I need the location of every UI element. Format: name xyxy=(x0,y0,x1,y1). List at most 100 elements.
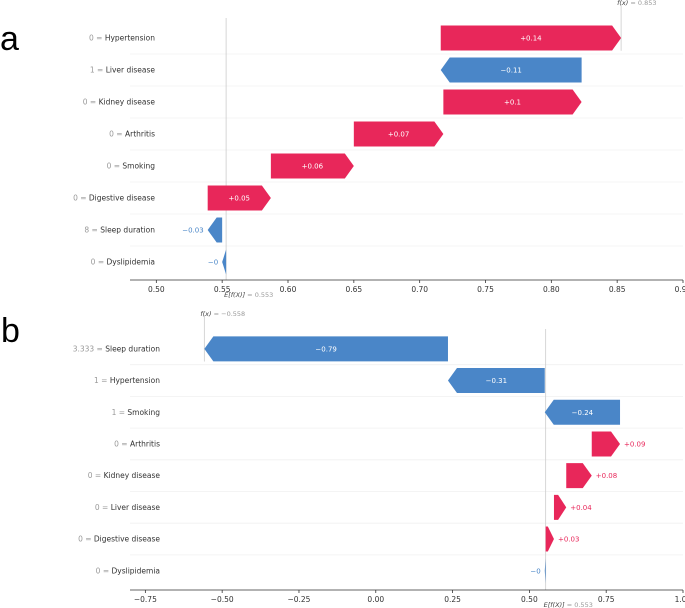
feature-label: 8 = Sleep duration xyxy=(84,226,155,235)
contribution-label: +0.04 xyxy=(570,504,592,512)
fx-label: f(x) xyxy=(617,0,628,7)
feature-name: Arthritis xyxy=(125,130,155,139)
feature-label: 0 = Hypertension xyxy=(89,34,155,43)
contribution-bar xyxy=(440,25,622,51)
feature-name: Digestive disease xyxy=(94,535,160,544)
feature-name: Hypertension xyxy=(105,34,155,43)
x-tick-label: 0.50 xyxy=(521,595,538,604)
feature-value: 0 = xyxy=(83,98,99,107)
contribution-label: +0.14 xyxy=(520,35,542,43)
x-tick-label: −0.75 xyxy=(134,595,157,604)
contribution-bar xyxy=(207,185,271,211)
efx-value: = 0.553 xyxy=(245,291,273,299)
waterfall-panel-a: +0.14 0 = Hypertension −0.11 1 = Liver dise… xyxy=(73,0,685,299)
contribution-label: −0 xyxy=(530,567,540,575)
panel-label-a: a xyxy=(0,20,19,58)
efx-label: E[f(X)] xyxy=(544,601,565,608)
feature-name: Smoking xyxy=(127,408,160,417)
x-tick-label: 0.60 xyxy=(280,285,297,294)
contribution-label: −0.11 xyxy=(500,67,521,75)
base-value-annotation: E[f(X)] = 0.553 xyxy=(224,291,273,299)
contribution-label: −0.03 xyxy=(182,227,203,235)
feature-label: 0 = Smoking xyxy=(107,162,156,171)
x-tick-label: −0.50 xyxy=(211,595,234,604)
contribution-label: −0 xyxy=(208,259,218,267)
feature-name: Dyslipidemia xyxy=(112,566,161,575)
feature-value: 0 = xyxy=(114,439,130,448)
feature-value: 0 = xyxy=(73,194,89,203)
feature-value: 8 = xyxy=(84,226,100,235)
efx-label: E[f(X)] xyxy=(224,291,245,299)
contribution-bar xyxy=(204,336,448,362)
x-tick-label: 1.00 xyxy=(675,595,685,604)
contribution-label: +0.07 xyxy=(388,131,409,139)
feature-value: 1 = xyxy=(90,66,106,75)
contribution-label: −0.79 xyxy=(315,345,336,353)
feature-value: 0 = xyxy=(95,503,111,512)
x-tick-label: −0.25 xyxy=(287,595,310,604)
feature-label: 0 = Dyslipidemia xyxy=(96,566,160,575)
x-tick-label: 0.80 xyxy=(543,285,560,294)
feature-name: Arthritis xyxy=(130,439,160,448)
feature-value: 0 = xyxy=(89,34,105,43)
feature-label: 0 = Dyslipidemia xyxy=(91,258,155,267)
feature-value: 1 = xyxy=(112,408,128,417)
fx-label: f(x) xyxy=(200,310,211,318)
fx-value: = −0.558 xyxy=(212,310,246,318)
feature-label: 3.333 = Sleep duration xyxy=(73,344,161,353)
contribution-bar xyxy=(222,249,227,275)
efx-value: = 0.553 xyxy=(565,601,593,608)
contribution-label: −0.24 xyxy=(572,409,594,417)
feature-label: 0 = Digestive disease xyxy=(73,194,155,203)
feature-value: 0 = xyxy=(88,471,104,480)
feature-label: 0 = Arthritis xyxy=(109,130,155,139)
contribution-bar xyxy=(544,558,546,584)
x-tick-label: 0.75 xyxy=(477,285,494,294)
contribution-bar xyxy=(440,57,582,83)
contribution-bar xyxy=(270,153,354,179)
contribution-bar xyxy=(545,526,554,552)
contribution-bar xyxy=(447,368,545,394)
contribution-label: +0.09 xyxy=(624,440,645,448)
feature-value: 0 = xyxy=(107,162,123,171)
contribution-label: +0.1 xyxy=(504,99,521,107)
feature-label: 1 = Liver disease xyxy=(90,66,155,75)
feature-name: Hypertension xyxy=(110,376,160,385)
feature-label: 0 = Kidney disease xyxy=(83,98,156,107)
base-value-annotation: E[f(X)] = 0.553 xyxy=(544,601,593,608)
contribution-label: +0.03 xyxy=(558,536,579,544)
feature-name: Smoking xyxy=(122,162,155,171)
contribution-bar xyxy=(566,463,592,489)
feature-name: Dyslipidemia xyxy=(107,258,156,267)
feature-value: 0 = xyxy=(91,258,107,267)
feature-name: Liver disease xyxy=(106,66,156,75)
feature-value: 0 = xyxy=(78,535,94,544)
feature-value: 1 = xyxy=(94,376,110,385)
feature-label: 0 = Digestive disease xyxy=(78,535,160,544)
feature-name: Kidney disease xyxy=(104,471,161,480)
fx-value: = 0.853 xyxy=(628,0,656,7)
feature-label: 0 = Arthritis xyxy=(114,439,160,448)
contribution-label: +0.05 xyxy=(229,195,250,203)
x-tick-label: 0.75 xyxy=(598,595,615,604)
feature-value: 0 = xyxy=(109,130,125,139)
feature-name: Liver disease xyxy=(111,503,161,512)
feature-value: 3.333 = xyxy=(73,344,106,353)
feature-label: 1 = Smoking xyxy=(112,408,161,417)
x-tick-label: 0.65 xyxy=(345,285,362,294)
x-tick-label: 0.00 xyxy=(367,595,384,604)
feature-label: 0 = Kidney disease xyxy=(88,471,161,480)
feature-name: Sleep duration xyxy=(100,226,155,235)
contribution-bar xyxy=(553,494,567,520)
feature-label: 0 = Liver disease xyxy=(95,503,160,512)
waterfall-panel-b: −0.79 3.333 = Sleep duration −0.31 1 = Hype… xyxy=(73,310,685,608)
x-tick-label: 0.85 xyxy=(609,285,626,294)
contribution-bar xyxy=(443,89,582,115)
contribution-label: −0.31 xyxy=(486,377,507,385)
x-tick-label: 0.25 xyxy=(444,595,461,604)
contribution-bar xyxy=(207,217,223,243)
x-tick-label: 0.70 xyxy=(411,285,428,294)
feature-name: Sleep duration xyxy=(105,344,160,353)
output-value-annotation: f(x) = 0.853 xyxy=(617,0,656,7)
